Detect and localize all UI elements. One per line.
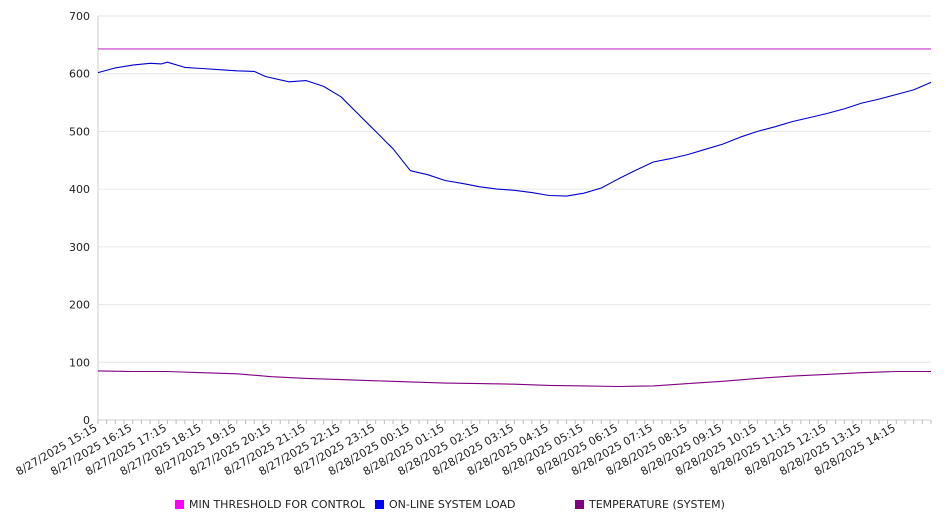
grid-lines	[98, 15, 931, 363]
series-line-temperature	[97, 370, 931, 388]
legend-item-system-load[interactable]: ON-LINE SYSTEM LOAD	[375, 499, 515, 511]
y-tick-label-700: 700	[69, 10, 90, 23]
series-lines	[97, 48, 932, 388]
y-tick-label-300: 300	[69, 241, 90, 254]
legend-item-temperature[interactable]: TEMPERATURE (SYSTEM)	[575, 499, 725, 511]
legend-swatch-temperature	[575, 500, 584, 509]
legend-label-min-threshold: MIN THRESHOLD FOR CONTROL	[189, 498, 365, 511]
x-tick-labels: 8/27/2025 15:158/27/2025 16:158/27/2025 …	[14, 421, 898, 478]
y-tick-label-500: 500	[69, 125, 90, 138]
legend-item-min-threshold[interactable]: MIN THRESHOLD FOR CONTROL	[175, 499, 365, 511]
legend-label-system-load: ON-LINE SYSTEM LOAD	[389, 498, 516, 511]
axes	[97, 16, 932, 424]
legend: MIN THRESHOLD FOR CONTROL ON-LINE SYSTEM…	[0, 496, 946, 516]
y-tick-label-400: 400	[69, 183, 90, 196]
y-tick-label-600: 600	[69, 68, 90, 81]
legend-swatch-system-load	[375, 500, 384, 509]
y-tick-label-100: 100	[69, 356, 90, 369]
y-tick-labels: 0 100 200 300 400 500 600 700	[69, 10, 90, 427]
y-tick-label-200: 200	[69, 299, 90, 312]
legend-label-temperature: TEMPERATURE (SYSTEM)	[589, 498, 725, 511]
legend-swatch-min-threshold	[175, 500, 184, 509]
y-tick-label-0: 0	[83, 414, 90, 427]
series-line-system-load	[97, 61, 932, 197]
